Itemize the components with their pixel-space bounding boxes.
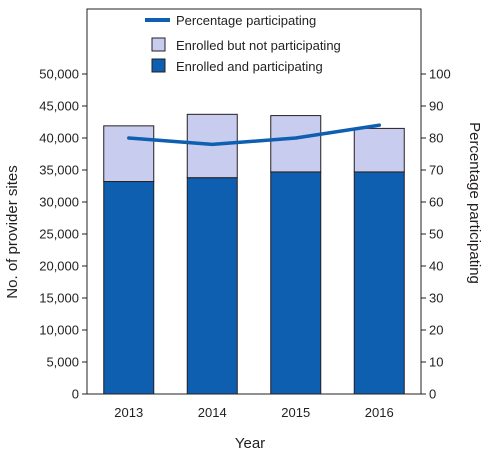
legend-not-participating-label: Enrolled but not participating [176,38,341,53]
y-tick-label: 0 [72,387,79,402]
bar-participating-2014 [186,177,238,395]
y2-tick-label: 100 [429,67,451,82]
percentage-line [127,123,381,147]
line-layer [127,123,381,147]
y2-tick-label: 60 [429,195,443,210]
bar-not-participating-2016 [353,127,405,173]
y-tick-label: 50,000 [39,67,79,82]
y2-tick-label: 10 [429,355,443,370]
x-tick-label: 2014 [198,405,227,420]
legend-participating-label: Enrolled and participating [176,59,323,74]
y-tick-label: 15,000 [39,291,79,306]
bar-not-participating-2013 [103,125,155,183]
y2-tick-label: 50 [429,227,443,242]
y2-axis-title: Percentage participating [466,122,483,284]
y2-tick-label: 70 [429,163,443,178]
bar-participating-2015 [270,171,322,395]
x-tick-label: 2013 [114,405,143,420]
y-tick-label: 45,000 [39,99,79,114]
bars-layer [103,113,405,395]
x-tick-label: 2015 [281,405,310,420]
y2-tick-label: 40 [429,259,443,274]
y-tick-label: 10,000 [39,323,79,338]
bar-participating-2016 [353,171,405,395]
y-tick-label: 20,000 [39,259,79,274]
left-axis: 0 5,000 10,000 15,000 20,000 25,000 30,000 35,0… [39,67,87,402]
x-axis: 2013 2014 2015 2016 [114,405,393,420]
right-axis: 0 10 20 30 40 50 60 70 80 90 100 [421,67,451,402]
y-tick-label: 40,000 [39,131,79,146]
y2-tick-label: 80 [429,131,443,146]
y-tick-label: 30,000 [39,195,79,210]
y2-tick-label: 0 [429,387,436,402]
legend: Percentage participating Enrolled but no… [145,13,341,74]
y-tick-label: 5,000 [46,355,79,370]
y2-tick-label: 20 [429,323,443,338]
y-tick-label: 25,000 [39,227,79,242]
y2-tick-label: 30 [429,291,443,306]
x-axis-title: Year [235,435,265,452]
y2-tick-label: 90 [429,99,443,114]
bar-not-participating-2015 [270,115,322,173]
y-axis-title: No. of provider sites [4,165,21,298]
bar-participating-2013 [103,181,155,395]
legend-not-participating-swatch [151,37,166,52]
bar-not-participating-2014 [186,113,238,179]
legend-line-label: Percentage participating [176,13,316,28]
y-tick-label: 35,000 [39,163,79,178]
legend-participating-swatch [151,58,166,73]
x-tick-label: 2016 [365,405,394,420]
